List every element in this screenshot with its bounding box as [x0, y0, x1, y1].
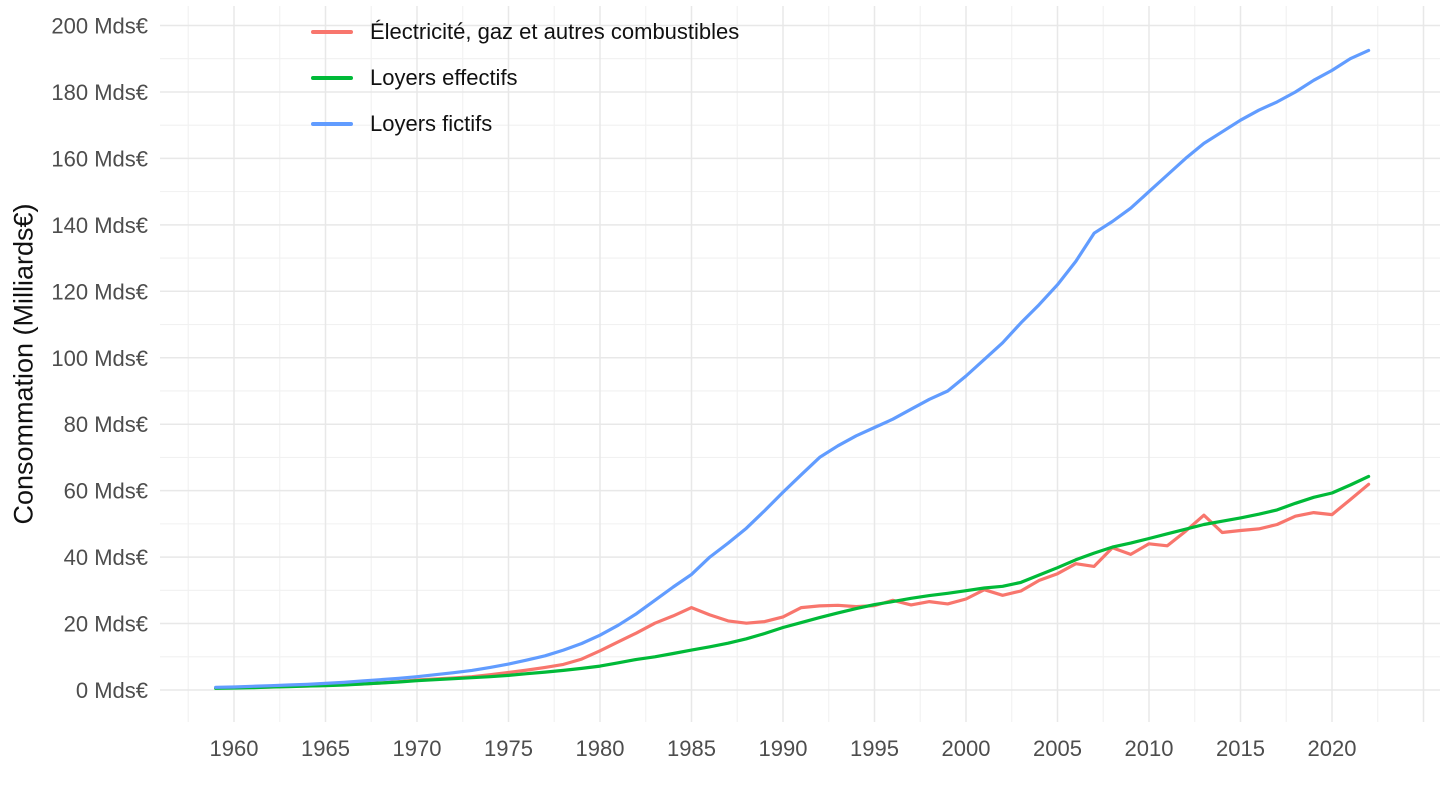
series-line-1	[214, 474, 1371, 690]
y-tick-label: 120 Mds€	[51, 279, 148, 304]
legend-label: Loyers effectifs	[370, 65, 518, 90]
y-tick-label: 40 Mds€	[64, 545, 148, 570]
y-tick-label: 60 Mds€	[64, 479, 148, 504]
legend-item-loyers-effectifs: Loyers effectifs	[311, 65, 739, 90]
x-tick-label: 2015	[1216, 736, 1265, 761]
x-tick-label: 1990	[759, 736, 808, 761]
x-tick-label: 2005	[1033, 736, 1082, 761]
x-tick-label: 2000	[942, 736, 991, 761]
x-tick-label: 1975	[484, 736, 533, 761]
x-tick-label: 2010	[1125, 736, 1174, 761]
legend-item-electricite: Électricité, gaz et autres combustibles	[311, 19, 740, 44]
legend: Électricité, gaz et autres combustibles …	[311, 19, 740, 136]
x-axis-tick-labels: 1960 1965 1970 1975 1980 1985 1990 1995 2000 2005…	[210, 736, 1357, 761]
x-tick-label: 2020	[1308, 736, 1357, 761]
y-tick-label: 160 Mds€	[51, 146, 148, 171]
series-line-2	[214, 48, 1371, 689]
x-tick-label: 1980	[576, 736, 625, 761]
y-tick-label: 140 Mds€	[51, 213, 148, 238]
legend-label: Électricité, gaz et autres combustibles	[370, 19, 740, 44]
legend-key-line-icon	[311, 122, 353, 126]
y-tick-label: 0 Mds€	[76, 678, 148, 703]
y-tick-label: 180 Mds€	[51, 80, 148, 105]
legend-key-line-icon	[311, 30, 353, 34]
x-tick-label: 1960	[210, 736, 259, 761]
gridlines-minor	[160, 6, 1440, 722]
y-tick-label: 100 Mds€	[51, 346, 148, 371]
data-series	[214, 48, 1371, 690]
legend-label: Loyers fictifs	[370, 111, 493, 136]
y-tick-label: 20 Mds€	[64, 612, 148, 637]
y-tick-label: 200 Mds€	[51, 14, 148, 39]
y-axis-title: Consommation (Milliards€)	[8, 203, 39, 525]
legend-key-line-icon	[311, 76, 353, 80]
gridlines-major	[160, 6, 1440, 722]
legend-item-loyers-fictifs: Loyers fictifs	[311, 111, 739, 136]
x-tick-label: 1965	[301, 736, 350, 761]
x-tick-label: 1995	[850, 736, 899, 761]
series-line-0	[214, 482, 1371, 690]
y-axis-tick-labels: 0 Mds€ 20 Mds€ 40 Mds€ 60 Mds€ 80 Mds€ 100 Md…	[51, 14, 148, 704]
x-tick-label: 1970	[393, 736, 442, 761]
x-tick-label: 1985	[667, 736, 716, 761]
y-tick-label: 80 Mds€	[64, 412, 148, 437]
